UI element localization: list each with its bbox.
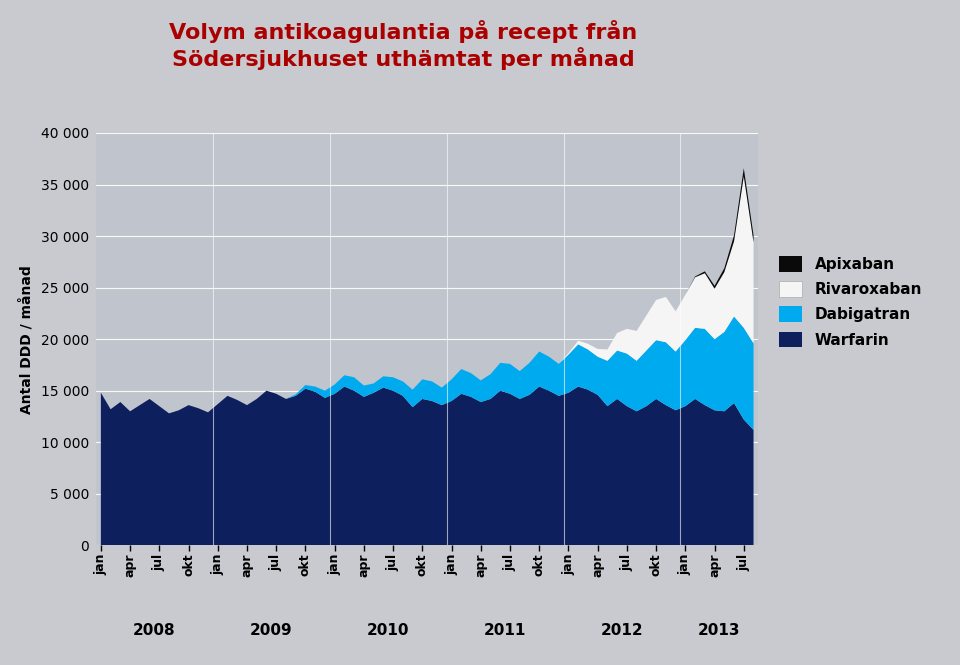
Text: 2012: 2012 <box>601 623 643 638</box>
Legend: Apixaban, Rivaroxaban, Dabigatran, Warfarin: Apixaban, Rivaroxaban, Dabigatran, Warfa… <box>780 256 922 348</box>
Y-axis label: Antal DDD / månad: Antal DDD / månad <box>19 265 34 414</box>
Text: 2010: 2010 <box>367 623 410 638</box>
Text: 2011: 2011 <box>484 623 526 638</box>
Text: 2009: 2009 <box>250 623 293 638</box>
Text: Volym antikoagulantia på recept från
Södersjukhuset uthämtat per månad: Volym antikoagulantia på recept från Söd… <box>169 20 637 70</box>
Text: 2013: 2013 <box>698 623 741 638</box>
Text: 2008: 2008 <box>133 623 176 638</box>
